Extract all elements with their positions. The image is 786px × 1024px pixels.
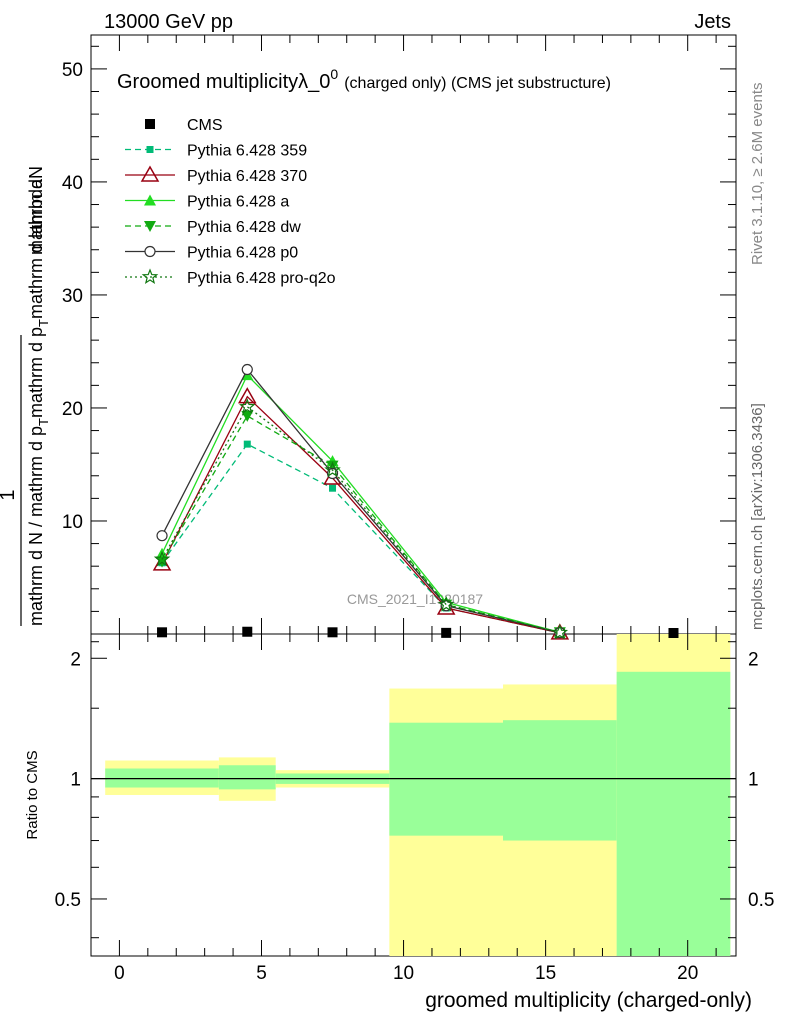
series-6-point-4	[551, 623, 569, 640]
main-y-ticks: 10 20 30 40 50	[62, 45, 736, 612]
series-5-point-0	[156, 530, 168, 542]
series-2-point-1	[237, 387, 257, 404]
ratio-bands	[105, 634, 731, 956]
series-0-point-1	[242, 626, 253, 637]
ratio-y-ticks: 0.5 0.5 1 1 2 2	[55, 641, 774, 939]
ratio-ytick-label-0.5: 0.5	[55, 890, 81, 911]
main-ytick-label-30: 30	[62, 286, 83, 307]
series-1-point-2	[329, 484, 337, 492]
ylabel-denominator-a: mathrm d N / mathrm d p	[26, 426, 46, 626]
legend: CMS Pythia 6.428 359 Pythia 6.428 370 Pythi…	[125, 117, 336, 287]
ylabel-numerator-1: 1	[0, 489, 19, 500]
main-ytick-label-40: 40	[62, 173, 83, 194]
series-4-point-1	[241, 410, 254, 422]
legend-marker-5	[144, 245, 156, 258]
ylabel-sub-t2: T	[36, 319, 51, 327]
legend-label-5: Pythia 6.428 p0	[187, 245, 298, 262]
mcplots-label: mcplots.cern.ch [arXiv:1306.3436]	[749, 403, 766, 630]
ylabel-sub-t1: T	[36, 418, 51, 426]
series-0	[157, 626, 679, 638]
series-line-6	[161, 405, 560, 634]
legend-label-1: Pythia 6.428 359	[187, 143, 307, 160]
x-axis-label: groomed multiplicity (charged-only)	[425, 989, 752, 1012]
ratio-band-green-0	[105, 768, 219, 788]
series-5-point-3	[440, 600, 452, 612]
series-0-point-5	[668, 628, 679, 638]
ratio-ytick-label-2: 2	[70, 649, 81, 670]
legend-marker-6	[141, 268, 159, 285]
legend-marker-1	[146, 146, 154, 153]
ratio-ytick-label-right-1: 1	[748, 770, 759, 791]
energy-label: 13000 GeV pp	[104, 11, 233, 33]
x-ticks: 0 5 10 15 20	[90, 35, 717, 984]
legend-label-0: CMS	[187, 117, 223, 134]
main-ytick-label-50: 50	[62, 60, 83, 81]
ratio-ytick-label-1: 1	[70, 770, 81, 791]
series-0-point-0	[157, 627, 168, 638]
main-ytick-label-10: 10	[62, 512, 83, 533]
watermark: CMS_2021_I1920187	[347, 591, 483, 607]
xtick-label-15: 15	[535, 963, 556, 984]
ratio-ylabel: Ratio to CMS	[24, 750, 41, 839]
series-4-point-2	[326, 460, 339, 472]
legend-label-2: Pythia 6.428 370	[187, 168, 307, 185]
series-6-point-2	[324, 461, 341, 478]
ylabel-denominator-c: mathrm d lambda	[26, 178, 46, 319]
xtick-label-5: 5	[256, 963, 267, 984]
legend-marker-4	[144, 221, 156, 232]
xtick-label-20: 20	[677, 963, 698, 984]
series-1-point-1	[243, 440, 251, 448]
series-1	[158, 440, 564, 637]
main-ylabel: 1 mathrm d N / mathrm d pTmathrm d pTmat…	[0, 166, 51, 626]
ylabel-denominator: mathrm d N / mathrm d pTmathrm d pTmathr…	[26, 178, 51, 626]
ylabel-denominator-b: mathrm d p	[26, 327, 46, 418]
series-line-4	[161, 415, 560, 633]
series-6	[153, 398, 569, 640]
ratio-ytick-label-right-2: 2	[748, 649, 759, 670]
rivet-label: Rivet 3.1.10, ≥ 2.6M events	[749, 83, 766, 266]
main-title-sup: 0	[330, 66, 338, 82]
legend-label-3: Pythia 6.428 a	[187, 194, 289, 211]
series-0-point-3	[441, 627, 452, 638]
main-title-text: Groomed multiplicityλ_0	[117, 71, 330, 93]
series-0-point-2	[327, 627, 338, 638]
main-title-sub: (charged only) (CMS jet substructure)	[344, 75, 611, 92]
series-5-point-1	[241, 363, 253, 376]
series-6-point-3	[437, 595, 455, 612]
process-label: Jets	[694, 11, 731, 33]
series-6-point-0	[153, 550, 171, 567]
legend-marker-2	[140, 165, 160, 182]
legend-marker-3	[144, 194, 156, 206]
ratio-ytick-label-right-0.5: 0.5	[748, 890, 774, 911]
legend-label-4: Pythia 6.428 dw	[187, 219, 301, 236]
main-ytick-label-20: 20	[62, 399, 83, 420]
legend-marker-0	[145, 119, 155, 129]
ylabel-numerator-dn: mathrm dN	[26, 166, 46, 255]
main-title: Groomed multiplicityλ_00 (charged only) (…	[117, 66, 611, 93]
xtick-label-10: 10	[393, 963, 414, 984]
ratio-band-green-1	[218, 765, 276, 790]
ratio-band-green-5	[616, 671, 731, 956]
legend-label-6: Pythia 6.428 pro-q2o	[187, 270, 336, 287]
ratio-band-green-4	[503, 720, 617, 841]
xtick-label-0: 0	[114, 963, 125, 984]
series-group	[152, 363, 679, 640]
series-6-point-1	[239, 398, 256, 414]
